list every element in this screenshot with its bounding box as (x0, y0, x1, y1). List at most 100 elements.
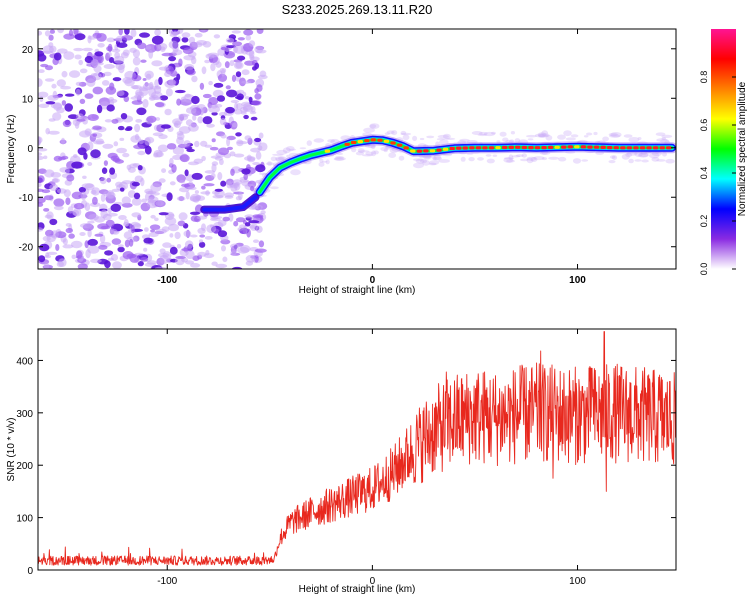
ridge-hot-cell (350, 140, 357, 145)
haze-speck (637, 137, 642, 140)
noise-speck (38, 188, 45, 192)
noise-speck (49, 218, 58, 226)
haze-speck (530, 157, 538, 162)
noise-speck (84, 93, 94, 99)
noise-speck (242, 103, 252, 111)
noise-speck (234, 102, 239, 111)
haze-speck (363, 127, 375, 133)
noise-speck (172, 49, 183, 56)
noise-speck (58, 258, 67, 267)
noise-speck (137, 165, 143, 171)
haze-speck (485, 154, 492, 157)
ridge-hot-cell (370, 138, 377, 142)
ridge-hot-cell (488, 146, 495, 150)
noise-speck (243, 114, 249, 120)
noise-speck (92, 86, 104, 95)
haze-speck (369, 123, 380, 129)
noise-speck (139, 32, 150, 38)
noise-speck (111, 238, 122, 245)
haze-speck (380, 146, 389, 152)
noise-speck (235, 61, 243, 69)
noise-speck (141, 198, 148, 203)
haze-speck (384, 132, 390, 136)
noise-speck (178, 113, 190, 118)
noise-speck (105, 86, 117, 95)
noise-speck (107, 152, 118, 159)
ridge-hot-cell (593, 145, 600, 149)
noise-speck (82, 47, 93, 52)
noise-speck (119, 187, 125, 192)
noise-speck (189, 195, 200, 202)
noise-speck (199, 82, 205, 90)
x-tick-label: -100 (157, 275, 177, 286)
noise-speck (158, 178, 166, 183)
haze-speck (608, 132, 618, 137)
noise-speck (85, 249, 91, 259)
noise-speck (198, 241, 206, 248)
haze-speck (388, 152, 397, 158)
haze-speck (538, 133, 550, 138)
haze-speck (661, 137, 666, 140)
noise-speck (122, 77, 133, 84)
haze-speck (412, 158, 424, 162)
ridge-hot-cell (390, 141, 396, 145)
noise-speck (114, 51, 120, 59)
ridge-hot-cell (633, 146, 639, 150)
noise-speck (108, 57, 115, 63)
haze-speck (267, 161, 272, 166)
noise-speck (258, 132, 264, 139)
haze-speck (357, 148, 365, 154)
noise-speck (44, 254, 52, 259)
noise-speck (169, 246, 178, 255)
noise-speck (186, 148, 195, 153)
noise-speck (57, 48, 68, 54)
noise-speck (237, 37, 245, 41)
haze-speck (638, 152, 649, 158)
noise-speck (69, 70, 81, 78)
noise-speck (184, 240, 194, 250)
noise-speck (145, 73, 152, 81)
noise-speck (144, 145, 152, 155)
noise-speck (140, 177, 145, 187)
noise-speck (201, 185, 206, 190)
noise-speck (179, 180, 186, 184)
noise-speck (79, 232, 86, 236)
haze-speck (318, 161, 325, 167)
noise-speck (241, 80, 252, 84)
haze-speck (269, 186, 279, 190)
noise-speck (143, 237, 153, 244)
noise-speck (61, 70, 68, 78)
noise-speck (78, 59, 83, 66)
y-tick-label: 10 (22, 94, 34, 105)
noise-speck (123, 222, 130, 227)
noise-speck (123, 231, 133, 239)
haze-speck (655, 132, 666, 136)
haze-speck (478, 131, 488, 136)
noise-speck (245, 254, 256, 263)
noise-speck (137, 150, 146, 156)
noise-speck (250, 147, 261, 153)
noise-speck (81, 183, 94, 189)
haze-speck (429, 160, 440, 166)
noise-speck (155, 151, 164, 158)
noise-speck (84, 202, 91, 211)
haze-speck (419, 137, 425, 141)
noise-speck (164, 216, 177, 226)
noise-speck (50, 172, 62, 178)
noise-speck (216, 95, 226, 102)
noise-speck (176, 73, 181, 81)
noise-speck (124, 239, 130, 248)
haze-speck (355, 151, 364, 156)
noise-speck (194, 190, 199, 194)
haze-speck (278, 156, 285, 161)
noise-speck (53, 52, 62, 61)
haze-speck (593, 131, 598, 136)
noise-speck (90, 149, 101, 159)
noise-speck (155, 200, 164, 206)
noise-speck (194, 140, 200, 148)
ridge-hot-cell (495, 146, 501, 150)
haze-speck (526, 134, 537, 138)
ridge-hot-cell (666, 146, 672, 150)
noise-speck (230, 99, 240, 104)
noise-speck (101, 167, 108, 174)
